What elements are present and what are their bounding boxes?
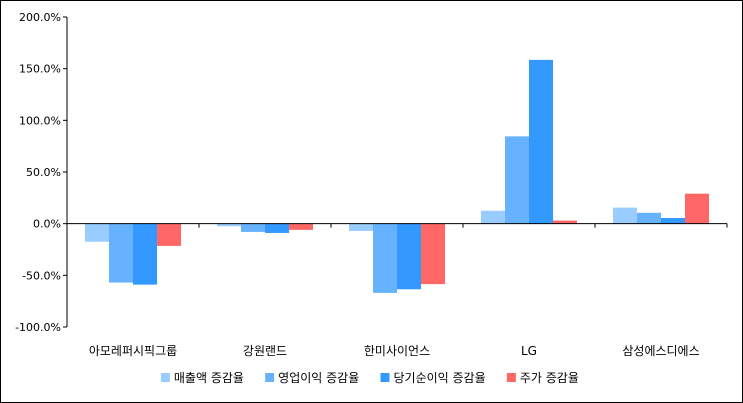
bar (349, 223, 373, 231)
x-category-label: 삼성에스디에스 (622, 344, 699, 358)
bar (373, 223, 397, 293)
bar (265, 223, 289, 233)
legend-swatch (380, 373, 390, 382)
bar (241, 223, 265, 232)
bar (133, 223, 157, 285)
y-tick-label: 150.0% (19, 63, 61, 76)
y-tick-label: 200.0% (19, 11, 61, 24)
y-tick-label: 0.0% (33, 218, 61, 231)
bar (685, 193, 709, 224)
bar (157, 223, 181, 246)
y-tick-label: 50.0% (26, 166, 61, 179)
legend-swatch (506, 373, 516, 382)
bar (553, 220, 577, 224)
y-tick-label: -100.0% (15, 321, 61, 334)
bar (85, 223, 109, 242)
legend-label: 매출액 증감율 (174, 371, 244, 385)
x-category-label: 아모레퍼시픽그룹 (89, 344, 177, 358)
bar (421, 223, 445, 285)
bar (505, 136, 529, 224)
bar (481, 210, 505, 224)
bar (661, 217, 685, 224)
legend-label: 당기순이익 증감율 (394, 371, 486, 385)
bar (109, 223, 133, 283)
bar (397, 223, 421, 290)
legend-label: 영업이익 증감율 (278, 371, 359, 385)
legend-swatch (160, 373, 170, 382)
x-category-label: 강원랜드 (243, 344, 287, 358)
bar (637, 212, 661, 224)
bar (289, 223, 313, 230)
legend-swatch (265, 373, 275, 382)
y-tick-label: -50.0% (22, 269, 61, 282)
x-category-label: LG (521, 344, 537, 358)
bar (529, 59, 553, 224)
y-tick-label: 100.0% (19, 114, 61, 127)
x-category-label: 한미사이언스 (364, 344, 430, 358)
bar (613, 207, 637, 224)
legend-label: 주가 증감율 (520, 371, 579, 385)
bar (217, 223, 241, 227)
